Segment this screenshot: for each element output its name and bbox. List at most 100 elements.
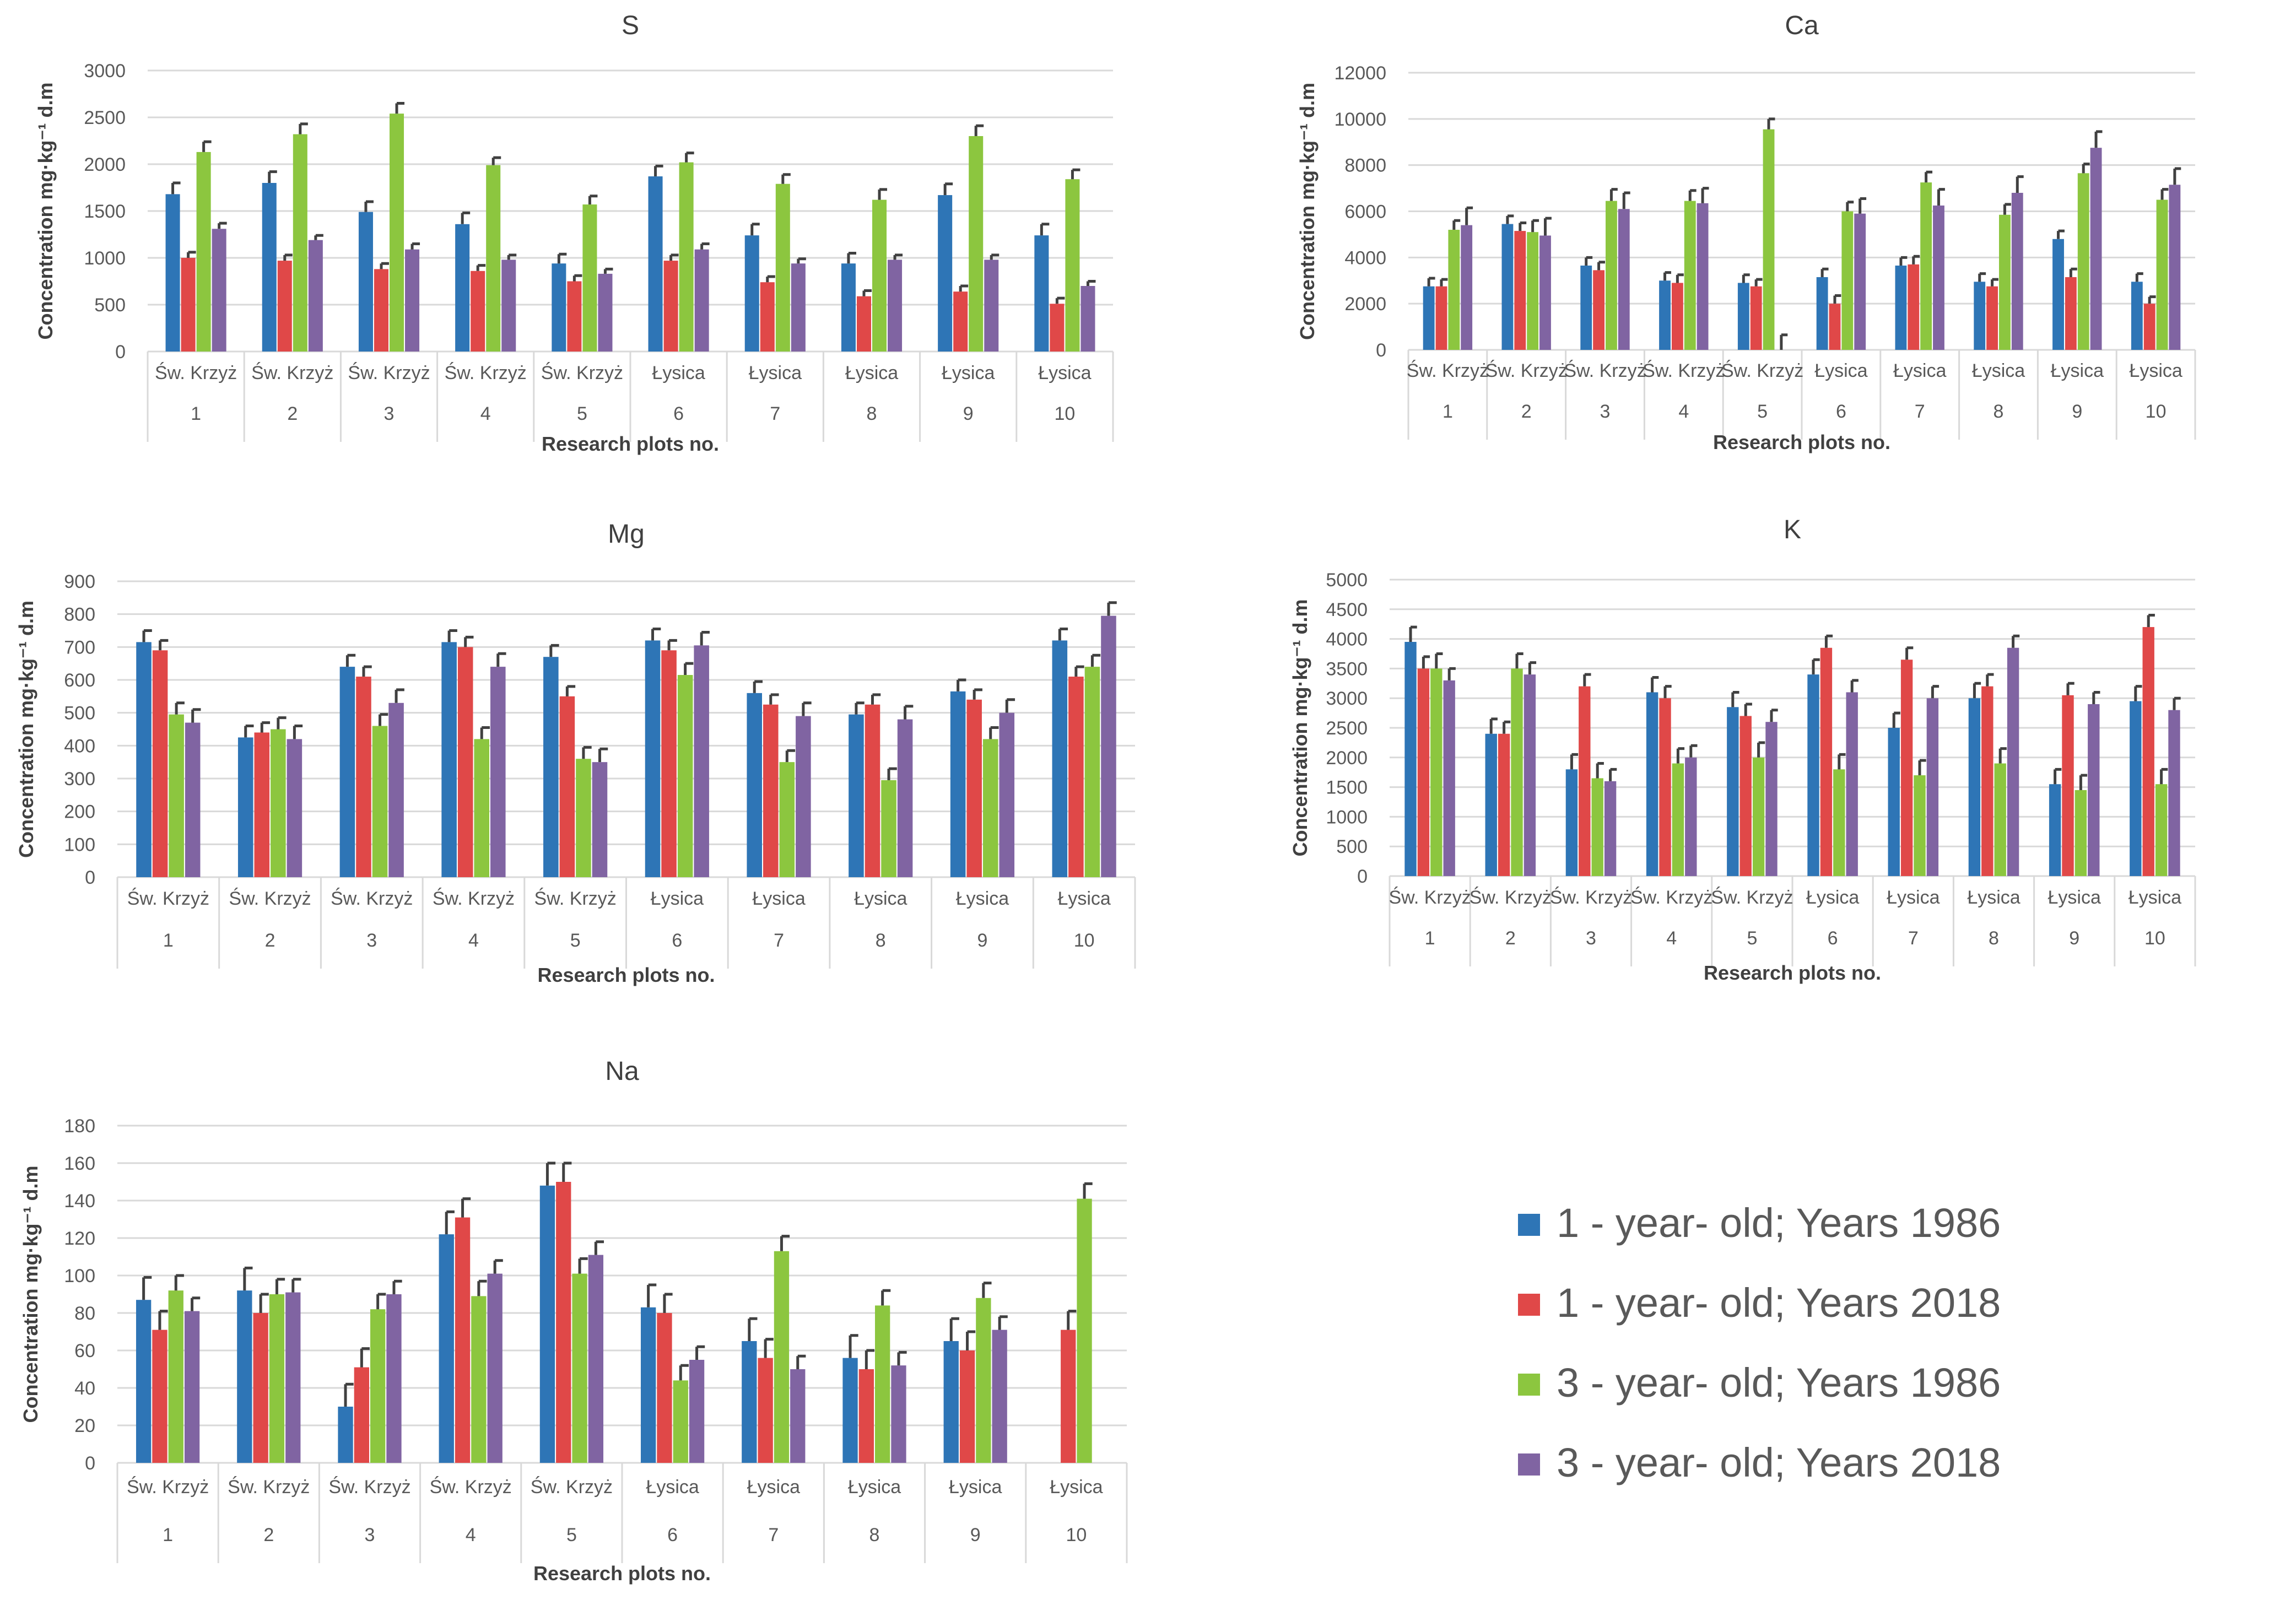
error-bar: [887, 767, 897, 780]
y-tick-label: 500: [64, 703, 95, 724]
bar: [271, 729, 286, 877]
bar: [2131, 282, 2143, 350]
error-bar: [973, 688, 982, 700]
x-plot-number: 8: [869, 1525, 880, 1545]
error-bar: [594, 1240, 604, 1255]
error-bar: [142, 1276, 152, 1300]
bar: [2088, 704, 2100, 876]
error-bar: [1465, 206, 1473, 225]
error-bar: [1701, 187, 1709, 203]
bar: [152, 650, 168, 877]
bar: [1807, 674, 1819, 876]
error-bar: [785, 749, 796, 763]
error-bar: [2134, 685, 2142, 701]
error-bar: [1503, 720, 1511, 734]
x-category-label: Łysica: [2128, 887, 2181, 908]
error-bar: [1609, 768, 1617, 781]
legend-label: 3 - year- old; Years 2018: [1557, 1440, 2001, 1485]
bar: [1697, 203, 1709, 350]
bar: [2049, 784, 2061, 876]
error-bar: [1838, 753, 1846, 770]
y-tick-label: 8000: [1344, 155, 1386, 176]
error-bar: [380, 262, 389, 269]
error-bar: [1744, 702, 1752, 716]
bar: [2156, 199, 2168, 350]
error-bar: [1427, 277, 1435, 287]
bar: [865, 704, 880, 877]
x-plot-number: 10: [2146, 401, 2167, 422]
error-bar: [379, 713, 388, 726]
error-bar: [685, 152, 694, 163]
x-category-label: Łysica: [1814, 360, 1867, 381]
bar: [486, 165, 501, 352]
x-plot-number: 1: [191, 403, 201, 424]
bar: [405, 249, 420, 352]
error-bar: [491, 156, 501, 165]
bar: [645, 640, 661, 877]
x-plot-number: 3: [1600, 401, 1611, 422]
bar: [1727, 707, 1739, 876]
chart-panel-ca: Ca 0 2000 4000 6000 8000 10000 12000 Św. Krzyż 1 Ś…: [1296, 11, 2196, 453]
error-bar: [202, 140, 212, 152]
error-bar: [2054, 768, 2062, 785]
bar: [556, 1182, 571, 1463]
bar: [1539, 235, 1551, 350]
error-bar: [259, 1293, 269, 1313]
y-tick-label: 140: [64, 1191, 95, 1212]
bar: [1816, 277, 1828, 350]
x-category-label: Łysica: [652, 363, 705, 383]
error-bar: [1651, 676, 1659, 693]
y-tick-label: 80: [74, 1303, 95, 1324]
bar: [1908, 264, 1920, 350]
bar: [982, 739, 998, 877]
bar: [758, 1358, 773, 1463]
x-axis-title: Research plots no.: [1713, 431, 1890, 453]
x-category-label: Łysica: [845, 363, 898, 383]
error-bar: [1596, 762, 1604, 779]
y-tick-label: 600: [64, 670, 95, 691]
bar: [677, 675, 693, 877]
bar: [1084, 667, 1100, 877]
error-bar: [557, 252, 567, 264]
error-bar: [943, 182, 953, 196]
bar: [539, 1185, 555, 1463]
x-category-label: Św. Krzyż: [348, 362, 430, 383]
bar: [1604, 781, 1617, 876]
error-bar: [862, 289, 872, 296]
bar: [372, 726, 388, 877]
error-bar: [1058, 628, 1068, 641]
error-bar: [1925, 170, 1933, 183]
error-bar: [753, 680, 763, 693]
bar: [1579, 686, 1591, 876]
x-category-label: Św. Krzyż: [1389, 887, 1471, 908]
x-plot-number: 7: [770, 403, 780, 424]
bar: [1565, 769, 1578, 876]
bar: [543, 657, 559, 877]
error-bar: [191, 708, 201, 723]
error-bar: [1937, 188, 1945, 206]
bar: [881, 780, 896, 877]
y-tick-label: 2500: [1326, 718, 1368, 739]
error-bar: [781, 173, 791, 184]
error-bar: [957, 678, 966, 691]
error-bar: [2135, 272, 2143, 282]
legend-swatch: [1518, 1214, 1540, 1236]
bar: [439, 1234, 454, 1463]
error-bar: [1754, 278, 1763, 287]
x-category-label: Św. Krzyż: [331, 888, 413, 909]
error-bar: [1585, 256, 1593, 266]
error-bar: [2003, 203, 2011, 215]
x-plot-number: 9: [977, 930, 987, 951]
x-plot-number: 2: [287, 403, 298, 424]
error-bar: [847, 252, 856, 264]
x-plot-number: 9: [963, 403, 974, 424]
bar: [1739, 716, 1752, 876]
x-plot-number: 8: [1994, 401, 2004, 422]
bar: [1999, 214, 2011, 350]
error-bar: [1767, 117, 1775, 129]
x-plot-number: 3: [1586, 928, 1596, 949]
legend-label: 1 - year- old; Years 2018: [1557, 1280, 2001, 1326]
error-bar: [299, 122, 308, 134]
x-category-label: Łysica: [949, 1477, 1002, 1498]
